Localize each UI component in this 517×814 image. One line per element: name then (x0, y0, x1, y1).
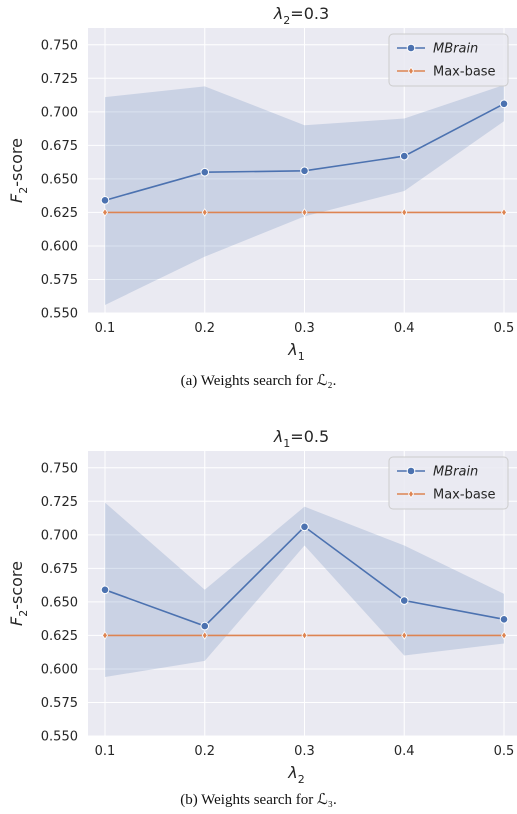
data-point (200, 167, 210, 177)
legend-label: MBrain (433, 465, 478, 480)
y-tick-label: 0.625 (41, 206, 78, 221)
y-tick-label: 0.750 (41, 38, 78, 53)
confidence-band (105, 85, 504, 305)
y-tick-label: 0.650 (41, 595, 78, 610)
x-tick-label: 0.3 (294, 321, 315, 336)
y-tick-label: 0.550 (41, 730, 78, 745)
chart-title: λ2=0.3 (273, 4, 329, 27)
legend-label: MBrain (433, 42, 478, 57)
data-point (101, 631, 109, 640)
y-tick-label: 0.650 (41, 172, 78, 187)
y-axis-label: F2-score (7, 138, 30, 203)
data-point (300, 166, 309, 176)
x-tick-label: 0.1 (95, 321, 116, 336)
data-point (301, 631, 308, 640)
y-tick-label: 0.750 (41, 461, 78, 476)
x-tick-label: 0.5 (494, 744, 515, 759)
data-point (300, 522, 309, 532)
y-tick-label: 0.675 (41, 562, 78, 577)
data-point (401, 631, 408, 640)
chart-title: λ1=0.5 (273, 427, 329, 450)
legend-marker (406, 43, 416, 53)
data-point (499, 99, 509, 109)
x-axis-label: λ1 (287, 340, 304, 363)
x-tick-label: 0.3 (294, 744, 315, 759)
data-point (500, 631, 508, 640)
data-point (500, 208, 508, 217)
data-point (200, 621, 210, 631)
chart-a: 0.550 0.575 0.600 0.625 0.650 0.675 0.700 0.725… (7, 4, 517, 363)
y-tick-label: 0.600 (41, 239, 78, 254)
legend-label: Max-base (433, 65, 496, 80)
data-point (399, 151, 409, 161)
y-tick-label: 0.600 (41, 662, 78, 677)
caption-b: (b) Weights search for ℒ₃. (180, 792, 337, 808)
data-point (201, 208, 208, 217)
x-tick-label: 0.4 (394, 744, 415, 759)
x-tick-label: 0.1 (95, 744, 116, 759)
caption-a: (a) Weights search for ℒ₂. (180, 373, 337, 389)
legend: MBrain Max-base (388, 456, 509, 510)
y-tick-label: 0.725 (41, 495, 78, 510)
data-point (100, 196, 110, 205)
legend-marker (406, 466, 416, 476)
y-tick-label: 0.700 (41, 528, 78, 543)
x-tick-label: 0.2 (194, 321, 215, 336)
legend-box (388, 33, 509, 87)
data-point (201, 631, 208, 640)
figure: 0.550 0.575 0.600 0.625 0.650 0.675 0.700 0.725… (7, 4, 517, 786)
legend-label: Max-base (433, 488, 496, 503)
y-tick-label: 0.700 (41, 105, 78, 120)
data-point (399, 596, 409, 605)
data-point (101, 208, 109, 217)
y-tick-label: 0.575 (41, 273, 78, 288)
y-tick-label: 0.575 (41, 696, 78, 711)
x-tick-label: 0.2 (194, 744, 215, 759)
data-point (499, 615, 509, 624)
data-point (401, 208, 408, 217)
y-tick-label: 0.725 (41, 72, 78, 87)
legend: MBrain Max-base (388, 33, 509, 87)
x-tick-label: 0.4 (394, 321, 415, 336)
legend-marker (407, 489, 415, 499)
data-point (100, 585, 110, 595)
y-axis-label: F2-score (7, 561, 30, 626)
data-point (301, 208, 308, 217)
y-tick-label: 0.550 (41, 307, 78, 322)
y-tick-label: 0.625 (41, 629, 78, 644)
x-tick-label: 0.5 (494, 321, 515, 336)
legend-marker (407, 66, 415, 76)
legend-box (388, 456, 509, 510)
x-axis-label: λ2 (287, 763, 304, 786)
chart-b: 0.550 0.575 0.600 0.625 0.650 0.675 0.700 0.725… (7, 427, 517, 786)
y-tick-label: 0.675 (41, 139, 78, 154)
